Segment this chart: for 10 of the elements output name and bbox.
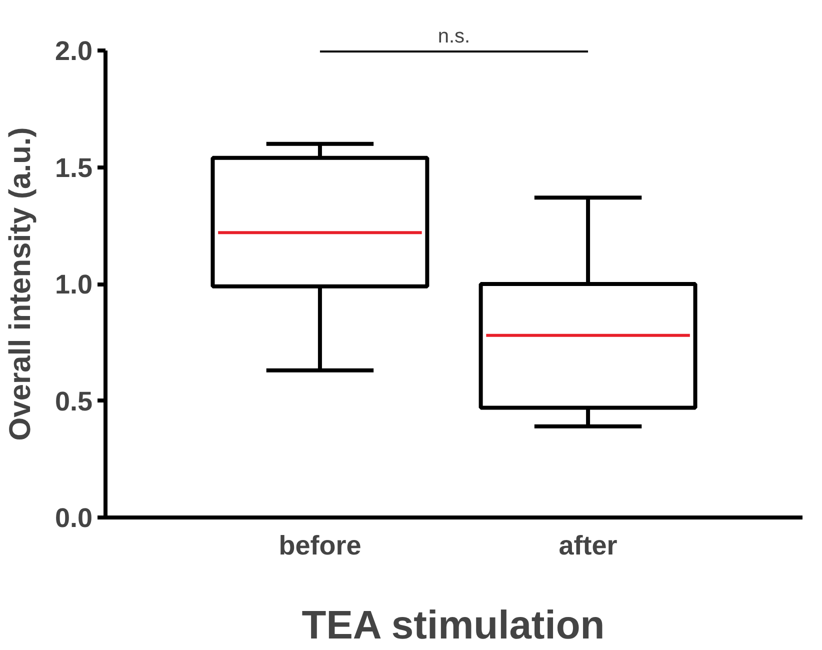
y-tick-label: 0.0 [54,503,93,533]
y-axis-title: Overall intensity (a.u.) [4,127,37,441]
y-tick-label: 1.5 [54,152,93,183]
y-tick-label: 2.0 [54,36,93,66]
ref-line-label: n.s. [438,26,470,48]
x-tick-label: after [558,530,618,560]
y-tick-label: 1.0 [54,270,93,300]
x-axis-title: TEA stimulation [302,604,605,648]
x-tick-label: before [278,530,362,560]
y-tick-label: 0.5 [54,386,93,416]
